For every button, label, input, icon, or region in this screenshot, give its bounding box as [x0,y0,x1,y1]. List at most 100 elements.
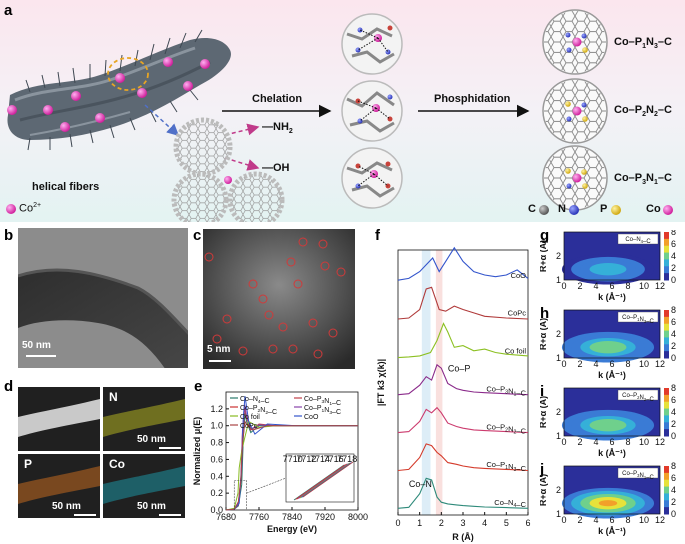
x-axis-label: k (Å⁻¹) [598,370,626,380]
inset-series-line [299,462,351,499]
panel-label-e: e [194,378,203,395]
y-axis-label: |FT k3 χ(k)| [376,359,386,406]
colorbar-segment [664,310,669,318]
legend-label: Co–P1N3–C [304,405,341,416]
colorbar-segment [664,408,669,416]
plot-frame [563,309,661,359]
x-tick-label: 3 [460,518,465,528]
x-tick-label: 12 [655,515,665,525]
scale-bar [26,355,56,357]
zoom-box [233,480,247,511]
heatmap-contour [598,500,618,507]
colorbar-segment [664,273,669,281]
series-label: Co–P1N3–C [486,460,526,473]
colorbar-segment [664,316,669,325]
x-tick-label: 7680 [216,512,236,522]
colorbar-segment [664,466,669,474]
colorbar-tick-label: 4 [671,329,676,339]
helical-fiber-bundle [7,29,231,151]
map-title: Co–P3N1–C [622,471,654,481]
exafs-series-line [397,322,529,359]
co2-legend: Co2+ [19,202,42,215]
x-tick-label: 5 [504,518,509,528]
legend-co-text: Co [646,203,661,215]
haadf-stem-image: 5 nm [203,229,355,369]
x-tick-label: 2 [577,515,582,525]
panel-label-g: g [540,227,550,244]
colorbar-tick-label: 6 [671,473,676,483]
eds-map-p: P 50 nm [18,454,100,518]
colorbar-segment [664,259,669,267]
y-axis-label: Normalized μ(E) [192,417,202,486]
legend-label: CoPc [240,423,258,430]
series-label: Co–P3N1–C [486,384,526,397]
series-label: CoO [511,271,527,280]
colorbar-segment [664,344,669,352]
x-tick-label: 8 [625,437,630,447]
eds-map-overlay [18,387,100,451]
helical-fibers-label: helical fibers [32,181,100,193]
x-tick-label: 0 [561,437,566,447]
nh2-arrow [224,123,260,136]
x-tick-label: 12 [655,281,665,291]
scale-bar [159,514,181,516]
colorbar-tick-label: 8 [671,383,676,393]
p-legend-sphere [611,205,621,215]
con-annotation: Co–N [409,479,432,489]
fiber-cross-sections [171,117,285,222]
x-tick-label: 8000 [348,512,368,522]
y-tick-label: 2 [556,485,561,495]
c-legend-sphere [539,205,549,215]
inset-series-line [298,463,349,499]
colorbar-tick-label: 0 [671,509,676,519]
panel-label-j: j [540,461,545,478]
co2-legend-sphere [6,204,16,214]
x-tick-label: 0 [561,359,566,369]
colorbar-tick-label: 2 [671,263,676,273]
colorbar-segment [664,479,669,488]
colorbar-segment [664,266,669,274]
scale-label: 50 nm [22,340,51,351]
eds-map-n: N 50 nm [103,387,185,451]
legend-c-text: C [528,203,536,215]
plot-frame [563,231,661,281]
x-tick-label: 4 [593,359,598,369]
x-tick-label: 7840 [282,512,302,522]
colorbar-tick-label: 2 [671,419,676,429]
n-legend-sphere [569,205,579,215]
colorbar-tick-label: 6 [671,239,676,249]
exafs-chart: 0 1 2 3 4 5 6 R (Å) |FT k3 χ(k)| CoO CoPc Co foil Co… [376,246,531,542]
panel-a-scheme [6,9,673,222]
nh2-label: —NH2 [262,121,293,136]
xanes-series-line [225,396,358,511]
y-tick-label: 1.0 [210,421,223,431]
y-tick-label: 0.2 [210,488,223,498]
panel-label-c: c [193,227,202,244]
colorbar-segment [664,232,669,240]
colorbar-tick-label: 0 [671,275,676,285]
heatmap-contour [598,344,618,351]
element-label: Co [109,457,125,471]
legend-n-text: N [558,203,566,215]
colorbar-segment [664,422,669,430]
legend-label: Co foil [240,414,260,421]
chelation-label: Chelation [252,93,303,105]
x-tick-label: 2 [439,518,444,528]
colorbar-tick-label: 4 [671,485,676,495]
colorbar-tick-label: 0 [671,431,676,441]
inset-series-line [295,464,346,500]
colorbar-segment [664,472,669,481]
heatmap-contour [598,266,618,273]
x-tick-label: 10 [639,437,649,447]
inset-series-line [302,461,354,498]
panel-label-b: b [4,227,14,244]
inset-x-tick-label: 7710 [283,454,303,464]
colorbar-segment [664,394,669,403]
x-tick-label: 6 [609,515,614,525]
x-axis-label: k (Å⁻¹) [598,292,626,302]
x-axis-label: Energy (eV) [267,524,317,534]
y-tick-label: 2 [556,329,561,339]
